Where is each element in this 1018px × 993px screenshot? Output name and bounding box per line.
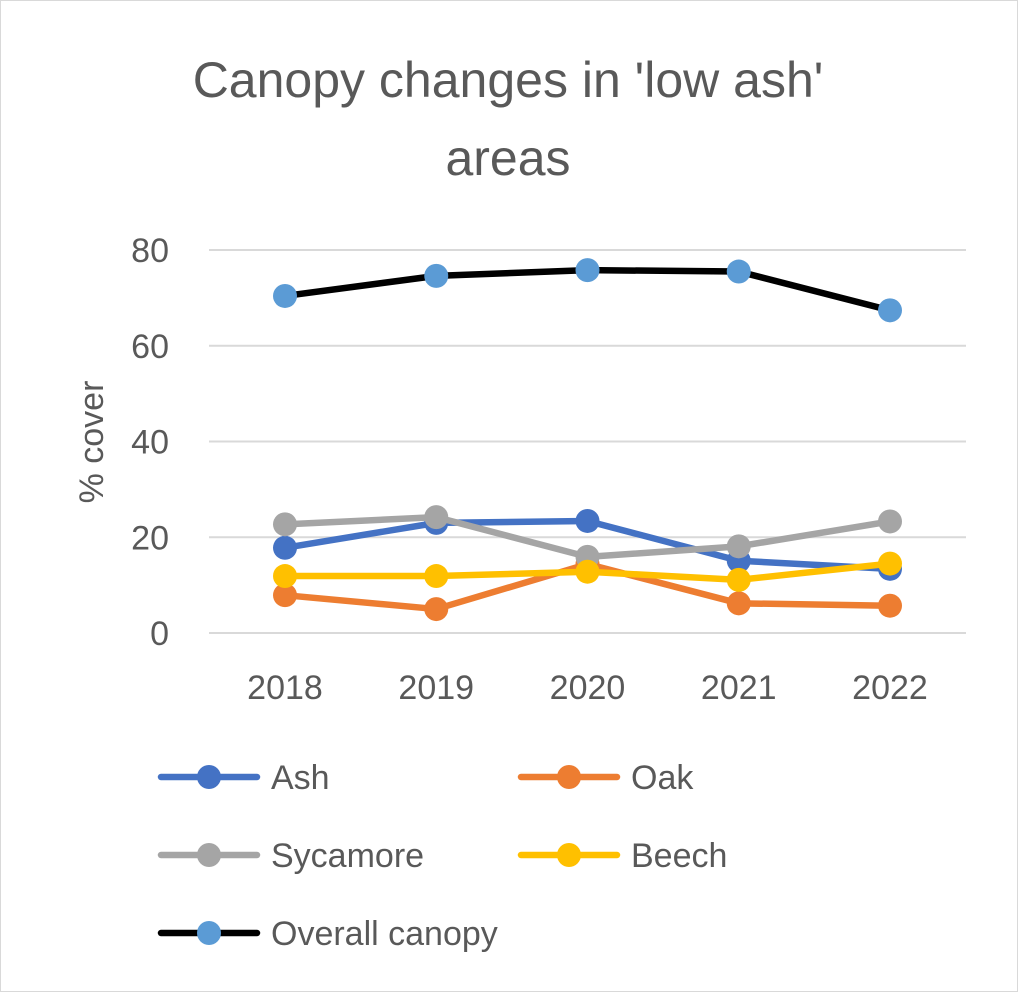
- y-tick-label: 20: [131, 519, 169, 557]
- data-point-beech-2019: [424, 564, 449, 589]
- data-point-beech-2020: [575, 559, 600, 584]
- legend-item-ash: Ash: [157, 759, 330, 797]
- data-point-oak-2019: [424, 597, 449, 622]
- data-point-overall-canopy-2022: [878, 298, 902, 323]
- legend-item-sycamore: Sycamore: [157, 837, 424, 875]
- data-point-sycamore-2018: [273, 512, 297, 537]
- x-tick-label: 2020: [550, 669, 626, 707]
- x-tick-label: 2021: [701, 669, 777, 707]
- legend-item-overall-canopy: Overall canopy: [157, 915, 498, 953]
- data-point-ash-2018: [273, 535, 297, 560]
- chart-title-line-1: Canopy changes in 'low ash': [193, 52, 824, 108]
- legend-label-ash: Ash: [271, 759, 330, 797]
- x-tick-label: 2018: [247, 669, 323, 707]
- x-tick-label: 2022: [852, 669, 928, 707]
- data-point-oak-2022: [878, 593, 902, 618]
- legend-marker-sycamore: [197, 843, 221, 867]
- legend-label-oak: Oak: [631, 759, 694, 797]
- data-point-beech-2022: [878, 551, 902, 576]
- data-point-ash-2020: [575, 508, 600, 533]
- data-point-beech-2018: [273, 564, 297, 589]
- legend-label-beech: Beech: [631, 837, 727, 875]
- data-point-sycamore-2019: [424, 505, 449, 530]
- legend-marker-beech: [557, 843, 581, 867]
- chart-title-line-2: areas: [445, 130, 570, 186]
- series-beech: [273, 551, 902, 592]
- data-point-overall-canopy-2018: [273, 283, 297, 308]
- y-axis-title: % cover: [73, 381, 111, 504]
- data-point-overall-canopy-2019: [424, 263, 449, 288]
- legend-label-sycamore: Sycamore: [271, 837, 424, 875]
- series-overall-canopy: [273, 258, 902, 323]
- y-tick-label: 60: [131, 328, 169, 366]
- data-point-overall-canopy-2021: [726, 259, 751, 284]
- x-tick-label: 2019: [398, 669, 474, 707]
- data-point-sycamore-2022: [878, 509, 902, 534]
- data-point-overall-canopy-2020: [575, 258, 600, 283]
- legend-marker-oak: [557, 765, 581, 789]
- legend-item-beech: Beech: [517, 837, 727, 875]
- legend: Ash Oak Sycamore Beech Overall canopy: [157, 759, 727, 953]
- legend-marker-overall-canopy: [197, 921, 221, 945]
- legend-item-oak: Oak: [517, 759, 694, 797]
- y-tick-label: 40: [131, 424, 169, 462]
- legend-marker-ash: [197, 765, 221, 789]
- data-point-oak-2018: [273, 583, 297, 608]
- x-axis-ticks: 2018 2019 2020 2021 2022: [247, 669, 928, 707]
- y-tick-label: 80: [131, 232, 169, 270]
- legend-label-overall-canopy: Overall canopy: [271, 915, 498, 953]
- data-point-beech-2021: [726, 567, 751, 592]
- y-tick-label: 0: [150, 615, 169, 653]
- plot-area: [273, 258, 902, 622]
- data-point-oak-2021: [726, 591, 751, 616]
- y-axis-ticks: 0 20 40 60 80: [131, 232, 169, 653]
- data-point-sycamore-2021: [726, 534, 751, 559]
